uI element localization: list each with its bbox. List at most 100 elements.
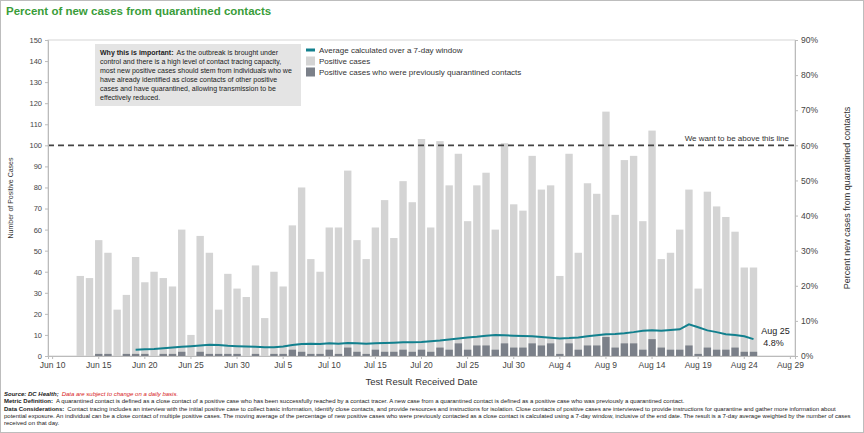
bar xyxy=(104,253,111,356)
tick-label: Jun 30 xyxy=(224,360,250,370)
y-axis: 0102030405060708090100110120130140150 xyxy=(29,36,48,361)
tick: Jul 15 xyxy=(364,356,387,370)
tick: 110 xyxy=(30,120,48,129)
bar xyxy=(731,232,738,356)
bar xyxy=(510,348,517,356)
tick: Jun 15 xyxy=(86,356,112,370)
source-label: Source: DC Health; xyxy=(4,391,59,397)
bar xyxy=(132,354,139,356)
bar xyxy=(519,211,526,356)
bar xyxy=(196,352,203,356)
bar xyxy=(750,268,757,356)
tick-label: Jul 30 xyxy=(502,360,525,370)
bar xyxy=(399,181,406,356)
bar xyxy=(326,350,333,356)
bar xyxy=(252,265,259,356)
tick-label: 30% xyxy=(801,246,818,256)
tick-label: 80 xyxy=(34,183,42,192)
legend-label: Positive cases xyxy=(319,57,370,66)
bar xyxy=(565,154,572,356)
tick-label: Jul 15 xyxy=(364,360,387,370)
bar xyxy=(593,345,600,356)
tick-label: Aug 14 xyxy=(639,360,666,370)
note-box: Why this is important:As the outbreak is… xyxy=(95,44,301,106)
tick-mark xyxy=(795,145,798,146)
footer-line: Metric Definition:A quarantined contact … xyxy=(4,398,856,405)
tick-label: 80% xyxy=(801,70,818,80)
tick-label: 20 xyxy=(34,310,42,319)
tick: 80 xyxy=(34,183,48,192)
tick-label: 10% xyxy=(801,316,818,326)
y2-axis: 0%10%20%30%40%50%60%70%80%90% xyxy=(795,35,818,361)
bar xyxy=(206,354,213,356)
bar xyxy=(215,354,222,356)
tick-label: 50 xyxy=(34,247,42,256)
bar xyxy=(741,268,748,356)
tick-label: 130 xyxy=(29,78,42,87)
x-axis: Jun 10Jun 15Jun 20Jun 25Jun 30Jul 5Jul 1… xyxy=(40,356,804,370)
legend-item: Positive cases who were previously quara… xyxy=(306,68,521,78)
bar xyxy=(169,354,176,356)
bar xyxy=(575,350,582,356)
bar xyxy=(482,345,489,356)
bar xyxy=(658,348,665,356)
bar xyxy=(584,345,591,356)
bar xyxy=(362,259,369,356)
tick: 150 xyxy=(29,36,48,45)
bar xyxy=(528,343,535,356)
bar xyxy=(289,350,296,356)
y-axis-title: Number of Positive Cases xyxy=(7,157,14,238)
bar xyxy=(353,240,360,356)
bar xyxy=(427,352,434,356)
tick-label: 60% xyxy=(801,141,818,151)
background xyxy=(1,1,864,433)
legend-swatch xyxy=(306,49,315,52)
tick-label: Aug 19 xyxy=(685,360,712,370)
marks xyxy=(48,112,795,356)
bar xyxy=(372,350,379,356)
tick-mark xyxy=(513,356,514,359)
tick: 20% xyxy=(795,281,818,291)
bar xyxy=(667,350,674,356)
bar xyxy=(418,350,425,356)
bar xyxy=(538,345,545,356)
tick-label: Jun 25 xyxy=(178,360,204,370)
bar xyxy=(501,343,508,356)
bar xyxy=(436,348,443,356)
tick-mark xyxy=(45,314,48,315)
bar xyxy=(141,354,148,356)
tick-mark xyxy=(329,356,330,359)
bar xyxy=(510,204,517,356)
bar xyxy=(658,259,665,356)
axis-line xyxy=(49,357,796,360)
legend: Average calculated over a 7-day window Po… xyxy=(306,46,521,77)
tick-mark xyxy=(790,356,791,359)
bar xyxy=(362,354,369,356)
legend-label: Average calculated over a 7-day window xyxy=(319,46,463,55)
bar xyxy=(390,238,397,356)
tick-label: 10 xyxy=(34,331,42,340)
note-text: As the outbreak is brought under control… xyxy=(100,49,292,101)
bar xyxy=(353,352,360,356)
tick-mark xyxy=(795,216,798,217)
bar xyxy=(482,173,489,356)
bar xyxy=(409,202,416,356)
tick: 40% xyxy=(795,211,818,221)
tick-label: 150 xyxy=(29,36,42,45)
bar xyxy=(630,343,637,356)
bar xyxy=(445,350,452,356)
bar xyxy=(150,356,157,357)
bar xyxy=(602,112,609,356)
bar xyxy=(160,354,167,356)
bar xyxy=(741,352,748,356)
bar xyxy=(639,221,646,356)
tick-label: 30 xyxy=(34,289,42,298)
legend-item: Positive cases xyxy=(306,57,370,67)
bar xyxy=(445,185,452,356)
bar xyxy=(584,183,591,356)
tick: Jun 25 xyxy=(178,356,204,370)
bar xyxy=(409,352,416,356)
tick-label: 40% xyxy=(801,211,818,221)
tick-mark xyxy=(144,356,145,359)
bar xyxy=(611,348,618,356)
